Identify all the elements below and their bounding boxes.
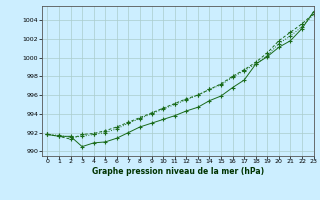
X-axis label: Graphe pression niveau de la mer (hPa): Graphe pression niveau de la mer (hPa)	[92, 167, 264, 176]
